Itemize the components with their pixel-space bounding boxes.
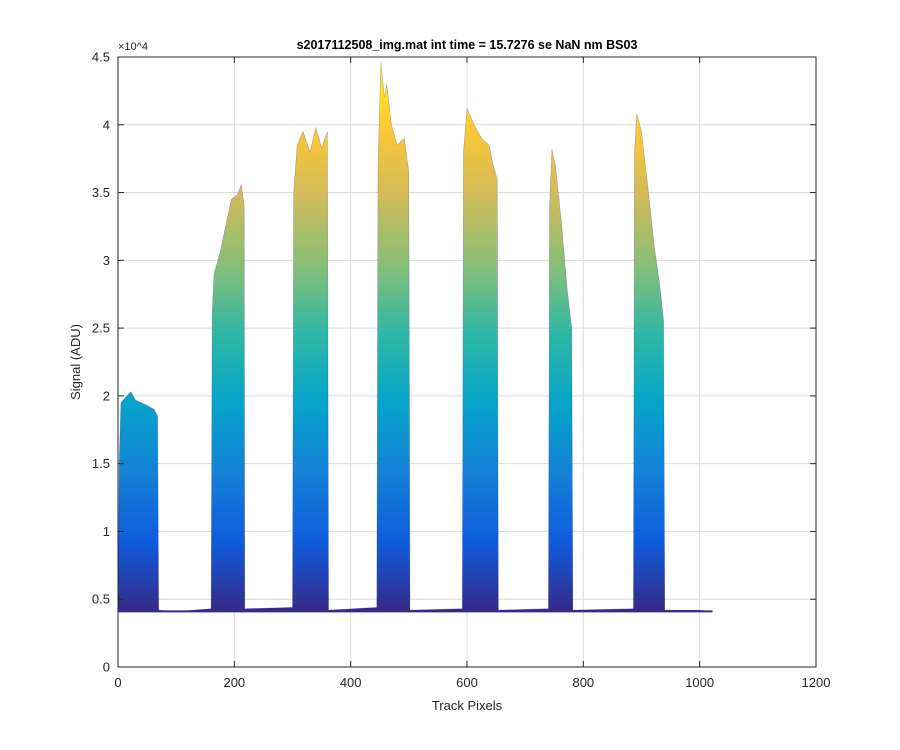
chart-title: s2017112508_img.mat int time = 15.7276 s… (297, 38, 638, 52)
y-tick-label: 3.5 (92, 185, 110, 200)
x-tick-label: 800 (572, 675, 594, 690)
x-axis-ticks: 0 200 400 600 800 1000 1200 (114, 57, 830, 690)
y-tick-label: 0 (103, 660, 110, 675)
y-exponent-label: ×10^4 (118, 41, 148, 53)
y-tick-label: 4 (103, 117, 110, 132)
x-tick-label: 0 (114, 675, 121, 690)
y-axis-ticks: 0 0.5 1 1.5 2 2.5 3 3.5 4 4.5 (92, 50, 816, 675)
y-tick-label: 2 (103, 388, 110, 403)
x-tick-label: 600 (456, 675, 478, 690)
signal-area-series (118, 62, 713, 612)
x-axis-label: Track Pixels (432, 698, 503, 713)
y-axis-label: Signal (ADU) (68, 324, 83, 400)
y-tick-label: 4.5 (92, 50, 110, 65)
y-tick-label: 2.5 (92, 321, 110, 336)
x-tick-label: 200 (223, 675, 245, 690)
y-tick-label: 3 (103, 253, 110, 268)
y-tick-label: 1.5 (92, 456, 110, 471)
y-tick-label: 0.5 (92, 592, 110, 607)
x-tick-label: 400 (340, 675, 362, 690)
x-tick-label: 1000 (685, 675, 714, 690)
x-tick-label: 1200 (802, 675, 831, 690)
y-tick-label: 1 (103, 524, 110, 539)
